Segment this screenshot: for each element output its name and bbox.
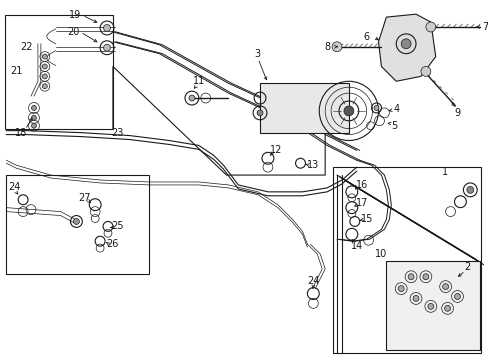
Circle shape (42, 84, 47, 89)
Circle shape (73, 219, 79, 224)
Bar (332, 167, 480, 353)
Text: 8: 8 (324, 42, 329, 52)
Text: 18: 18 (15, 127, 27, 138)
Circle shape (331, 42, 341, 52)
Polygon shape (378, 14, 435, 81)
Circle shape (257, 110, 263, 116)
Text: 20: 20 (67, 27, 80, 37)
Bar (6, 175, 149, 274)
Circle shape (395, 34, 415, 54)
Text: 16: 16 (355, 180, 367, 190)
Circle shape (31, 105, 37, 111)
Circle shape (31, 123, 37, 128)
Text: 21: 21 (10, 66, 22, 76)
Circle shape (103, 24, 110, 31)
Circle shape (466, 186, 473, 193)
Text: 4: 4 (392, 104, 399, 114)
Text: 22: 22 (20, 42, 32, 52)
Text: 26: 26 (105, 239, 118, 249)
Circle shape (425, 22, 435, 32)
Circle shape (442, 284, 447, 289)
Text: 7: 7 (481, 22, 488, 32)
Text: 10: 10 (375, 249, 387, 259)
Text: 1: 1 (441, 167, 447, 177)
Text: 2: 2 (463, 262, 469, 272)
Text: 11: 11 (192, 76, 204, 86)
Text: 13: 13 (306, 160, 319, 170)
Text: 17: 17 (355, 198, 367, 208)
Circle shape (422, 274, 428, 280)
Circle shape (407, 274, 413, 280)
Text: 12: 12 (269, 145, 282, 156)
Circle shape (400, 39, 410, 49)
Bar (260, 83, 348, 132)
Circle shape (373, 105, 378, 111)
Circle shape (397, 285, 404, 292)
Text: 6: 6 (363, 32, 369, 42)
Bar (386, 261, 479, 350)
Text: 5: 5 (390, 121, 397, 131)
Text: 15: 15 (360, 215, 372, 225)
Text: 25: 25 (111, 221, 124, 231)
Circle shape (453, 293, 460, 300)
Circle shape (444, 305, 449, 311)
Circle shape (42, 54, 47, 59)
Circle shape (103, 44, 110, 51)
Text: 19: 19 (69, 10, 81, 20)
Circle shape (420, 67, 430, 76)
Text: 23: 23 (111, 127, 124, 138)
Circle shape (42, 64, 47, 69)
Text: 24: 24 (8, 182, 20, 192)
Circle shape (427, 303, 433, 309)
Text: 3: 3 (253, 49, 260, 59)
Circle shape (42, 74, 47, 79)
Text: 24: 24 (306, 276, 319, 286)
Bar (5, 15, 113, 129)
Circle shape (343, 106, 353, 116)
Text: 27: 27 (78, 193, 90, 203)
Text: 9: 9 (453, 108, 460, 118)
Circle shape (188, 95, 195, 101)
Text: 14: 14 (350, 241, 362, 251)
Circle shape (412, 296, 418, 301)
Circle shape (31, 115, 37, 120)
